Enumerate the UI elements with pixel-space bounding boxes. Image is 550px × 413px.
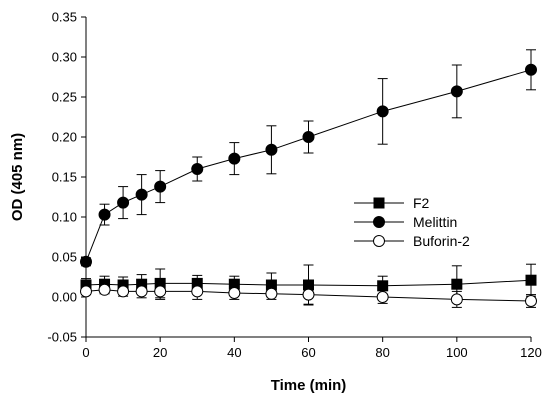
x-tick-label: 120 [520, 345, 542, 360]
data-point [154, 180, 167, 193]
data-point [98, 208, 111, 221]
data-point [376, 291, 389, 303]
series-buforin-2 [80, 282, 537, 308]
x-tick-label: 20 [153, 345, 167, 360]
y-tick-label: 0.15 [52, 170, 77, 185]
data-point [80, 255, 92, 268]
y-axis-label: OD (405 nm) [9, 133, 26, 221]
data-point [265, 287, 278, 300]
y-tick-label: -0.05 [47, 330, 77, 345]
legend-item: F2 [354, 195, 430, 211]
data-point [265, 143, 278, 156]
y-tick-label: 0.30 [52, 50, 77, 65]
legend-label: F2 [413, 195, 430, 211]
series-layer [80, 49, 537, 308]
legend-marker [373, 197, 385, 209]
data-point [525, 274, 537, 286]
data-point [451, 278, 463, 290]
data-point [191, 163, 204, 175]
legend-item: Buforin-2 [354, 233, 470, 249]
series-melittin [80, 49, 537, 268]
legend-marker [373, 235, 385, 247]
y-tick-label: 0.00 [52, 290, 77, 305]
data-point [525, 295, 537, 307]
legend-item: Melittin [354, 214, 457, 230]
y-tick-label: 0.05 [52, 250, 77, 265]
axes: -0.05 0.00 0.05 0.10 0.15 0.20 0.25 0.30 0.35 0 20… [47, 10, 541, 361]
data-point [135, 285, 148, 298]
x-axis-label: Time (min) [271, 377, 347, 394]
legend-label: Melittin [413, 214, 457, 230]
data-point [191, 285, 204, 298]
legend-marker [373, 216, 385, 228]
data-point [376, 105, 389, 118]
data-point [302, 131, 315, 143]
data-point [117, 196, 130, 209]
data-point [525, 63, 537, 76]
data-point [377, 280, 389, 292]
data-point [228, 152, 241, 165]
legend-label: Buforin-2 [413, 233, 470, 249]
data-point [302, 288, 315, 301]
data-point [450, 293, 463, 306]
legend: F2 Melittin Buforin-2 [354, 195, 470, 249]
x-tick-label: 80 [375, 345, 389, 360]
data-point [135, 188, 148, 201]
data-point [117, 285, 130, 298]
x-tick-label: 100 [446, 345, 468, 360]
data-point [154, 285, 167, 298]
data-point [450, 85, 463, 98]
data-point [80, 285, 92, 298]
y-tick-label: 0.25 [52, 90, 77, 105]
y-tick-label: 0.35 [52, 10, 77, 25]
y-tick-label: 0.10 [52, 210, 77, 225]
data-point [228, 287, 241, 299]
y-tick-label: 0.20 [52, 130, 77, 145]
x-tick-label: 0 [82, 345, 89, 360]
x-tick-label: 60 [301, 345, 315, 360]
data-point [98, 283, 111, 296]
x-tick-label: 40 [227, 345, 241, 360]
